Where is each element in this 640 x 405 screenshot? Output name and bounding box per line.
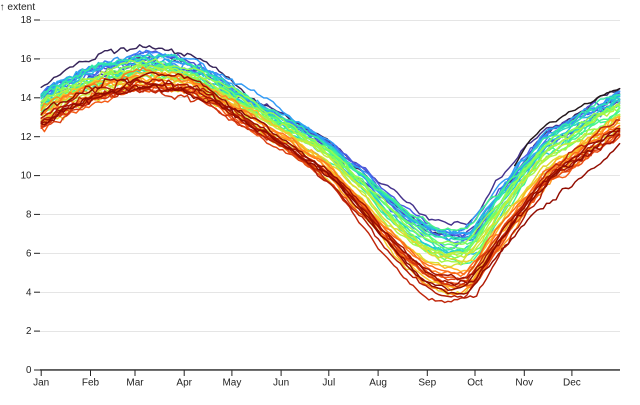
svg-text:0: 0 <box>26 365 32 376</box>
svg-text:Sep: Sep <box>418 378 436 389</box>
svg-text:16: 16 <box>21 54 32 65</box>
svg-text:Feb: Feb <box>82 378 100 389</box>
svg-text:Mar: Mar <box>126 378 144 389</box>
svg-text:14: 14 <box>21 93 32 104</box>
svg-text:12: 12 <box>21 132 32 143</box>
svg-text:Dec: Dec <box>563 378 581 389</box>
svg-text:Jan: Jan <box>33 378 49 389</box>
svg-text:8: 8 <box>26 210 32 221</box>
svg-text:Jun: Jun <box>273 378 289 389</box>
svg-text:Apr: Apr <box>176 378 192 389</box>
svg-text:6: 6 <box>26 248 32 259</box>
svg-text:2: 2 <box>26 326 31 337</box>
svg-text:4: 4 <box>26 287 32 298</box>
svg-text:Nov: Nov <box>515 378 533 389</box>
svg-text:May: May <box>222 378 241 389</box>
svg-text:Jul: Jul <box>322 378 335 389</box>
svg-text:Aug: Aug <box>369 378 387 389</box>
svg-text:Oct: Oct <box>467 378 483 389</box>
svg-text:18: 18 <box>21 15 32 26</box>
svg-text:↑ extent: ↑ extent <box>0 2 35 13</box>
svg-text:10: 10 <box>21 171 32 182</box>
